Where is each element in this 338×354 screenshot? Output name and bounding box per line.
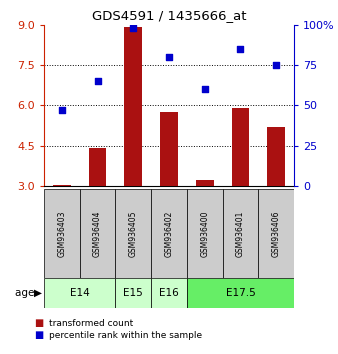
Bar [187, 278, 294, 308]
Bar [267, 127, 285, 186]
Point [202, 86, 208, 92]
Text: GSM936400: GSM936400 [200, 210, 209, 257]
Bar [232, 108, 249, 186]
Bar [44, 189, 80, 278]
Bar [115, 189, 151, 278]
Text: ■: ■ [34, 330, 43, 340]
Bar [151, 189, 187, 278]
Text: E16: E16 [159, 288, 179, 298]
Text: age: age [15, 288, 37, 298]
Bar [44, 278, 115, 308]
Text: GSM936402: GSM936402 [165, 210, 173, 257]
Bar [196, 181, 214, 186]
Bar [80, 189, 115, 278]
Text: ■: ■ [34, 318, 43, 328]
Text: GSM936403: GSM936403 [57, 210, 66, 257]
Point [130, 25, 136, 31]
Text: transformed count: transformed count [49, 319, 133, 328]
Point [273, 62, 279, 68]
Bar [223, 189, 258, 278]
Point [59, 107, 65, 113]
Text: E14: E14 [70, 288, 90, 298]
Text: GSM936401: GSM936401 [236, 210, 245, 257]
Point [95, 78, 100, 84]
Bar [89, 148, 106, 186]
Text: percentile rank within the sample: percentile rank within the sample [49, 331, 202, 340]
Text: E17.5: E17.5 [225, 288, 255, 298]
Bar [124, 28, 142, 186]
Text: GSM936406: GSM936406 [272, 210, 281, 257]
Text: E15: E15 [123, 288, 143, 298]
Text: GSM936404: GSM936404 [93, 210, 102, 257]
Bar [187, 189, 223, 278]
Text: ▶: ▶ [34, 288, 42, 298]
Title: GDS4591 / 1435666_at: GDS4591 / 1435666_at [92, 9, 246, 22]
Bar [53, 184, 71, 186]
Bar [151, 278, 187, 308]
Text: GSM936405: GSM936405 [129, 210, 138, 257]
Bar [258, 189, 294, 278]
Bar [115, 278, 151, 308]
Bar [160, 112, 178, 186]
Point [238, 46, 243, 52]
Point [166, 54, 172, 60]
